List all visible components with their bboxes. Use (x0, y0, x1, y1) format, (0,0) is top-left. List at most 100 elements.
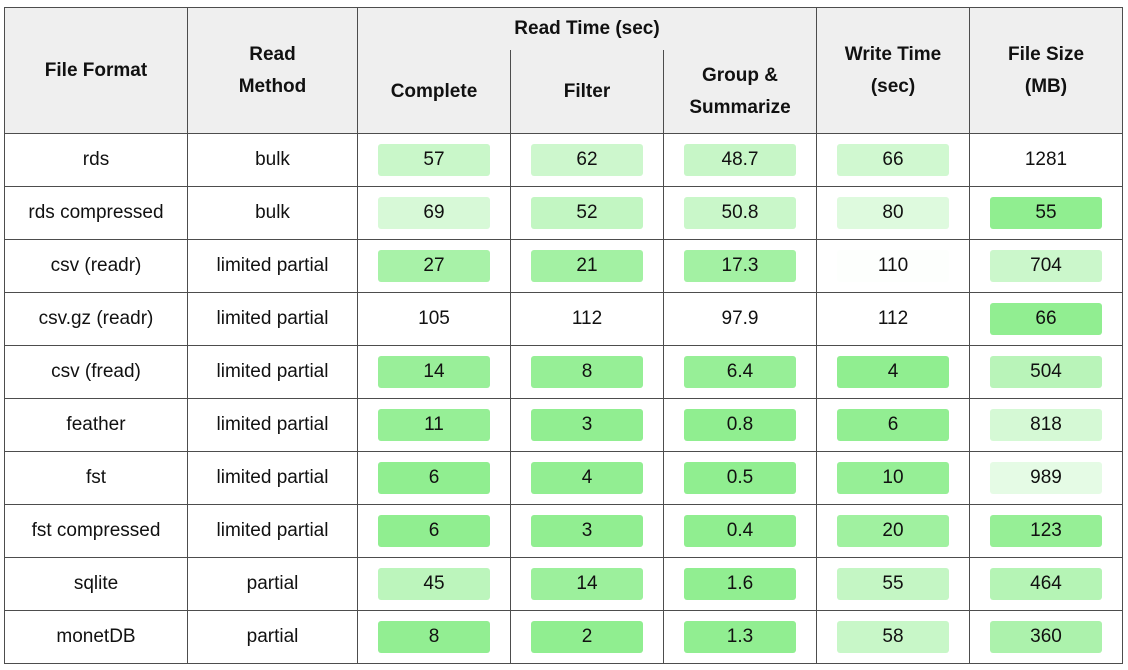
header-file-format: File Format (4, 7, 188, 134)
value-pill-write: 6 (837, 409, 949, 441)
value-pill-size: 818 (990, 409, 1102, 441)
header-filter-label: Filter (563, 80, 611, 102)
value-pill-write: 4 (837, 356, 949, 388)
table-row: rds compressed bulk 69 52 50.8 80 55 (4, 186, 1123, 240)
cell-group: 0.5 (663, 451, 817, 505)
cell-read-method: bulk (187, 186, 358, 240)
cell-group: 97.9 (663, 292, 817, 346)
value-pill-complete: 6 (378, 462, 490, 494)
cell-size: 818 (969, 398, 1123, 452)
value-pill-size: 123 (990, 515, 1102, 547)
header-file-format-label: File Format (44, 59, 148, 81)
header-write-time-line1: Write Time (844, 43, 942, 65)
cell-read-method: bulk (187, 133, 358, 187)
cell-read-method: limited partial (187, 345, 358, 399)
cell-file-format: rds (4, 133, 188, 187)
value-pill-filter: 14 (531, 568, 643, 600)
cell-filter: 8 (510, 345, 664, 399)
value-pill-group: 97.9 (684, 303, 796, 335)
cell-write: 80 (816, 186, 970, 240)
value-pill-complete: 11 (378, 409, 490, 441)
table-row: monetDB partial 8 2 1.3 58 360 (4, 610, 1123, 664)
header-read-method-line1: Read (249, 43, 296, 65)
cell-read-method: partial (187, 610, 358, 664)
cell-write: 66 (816, 133, 970, 187)
header-group-summarize-line2: Summarize (689, 96, 791, 118)
header-read-method: Read Method (187, 7, 358, 134)
value-pill-write: 112 (837, 303, 949, 335)
value-pill-complete: 8 (378, 621, 490, 653)
cell-read-method: limited partial (187, 398, 358, 452)
cell-group: 6.4 (663, 345, 817, 399)
value-pill-write: 80 (837, 197, 949, 229)
cell-size: 55 (969, 186, 1123, 240)
value-pill-size: 504 (990, 356, 1102, 388)
cell-size: 360 (969, 610, 1123, 664)
cell-group: 1.3 (663, 610, 817, 664)
table-body: rds bulk 57 62 48.7 66 1281 rds compressed bulk 6… (4, 133, 1123, 664)
value-pill-write: 110 (837, 250, 949, 282)
cell-filter: 112 (510, 292, 664, 346)
cell-group: 48.7 (663, 133, 817, 187)
cell-group: 0.4 (663, 504, 817, 558)
value-pill-write: 58 (837, 621, 949, 653)
cell-read-method: limited partial (187, 504, 358, 558)
cell-read-method: partial (187, 557, 358, 611)
cell-complete: 11 (357, 398, 511, 452)
value-pill-complete: 14 (378, 356, 490, 388)
table-row: rds bulk 57 62 48.7 66 1281 (4, 133, 1123, 187)
header-complete-label: Complete (390, 80, 478, 102)
value-pill-group: 17.3 (684, 250, 796, 282)
cell-size: 1281 (969, 133, 1123, 187)
header-read-time-label: Read Time (sec) (514, 18, 660, 39)
value-pill-complete: 57 (378, 144, 490, 176)
cell-complete: 6 (357, 504, 511, 558)
value-pill-size: 360 (990, 621, 1102, 653)
value-pill-complete: 45 (378, 568, 490, 600)
cell-file-format: csv.gz (readr) (4, 292, 188, 346)
cell-write: 58 (816, 610, 970, 664)
cell-complete: 6 (357, 451, 511, 505)
value-pill-write: 66 (837, 144, 949, 176)
header-file-size: File Size (MB) (969, 7, 1123, 134)
cell-write: 4 (816, 345, 970, 399)
cell-filter: 3 (510, 398, 664, 452)
header-complete: Complete (357, 50, 511, 134)
header-write-time-line2: (sec) (870, 75, 916, 97)
cell-file-format: fst (4, 451, 188, 505)
table-row: fst limited partial 6 4 0.5 10 989 (4, 451, 1123, 505)
header-read-method-line2: Method (238, 75, 307, 97)
cell-write: 6 (816, 398, 970, 452)
value-pill-group: 0.4 (684, 515, 796, 547)
cell-complete: 45 (357, 557, 511, 611)
value-pill-complete: 105 (378, 303, 490, 335)
value-pill-filter: 62 (531, 144, 643, 176)
cell-size: 504 (969, 345, 1123, 399)
value-pill-size: 55 (990, 197, 1102, 229)
header-read-time-group: Read Time (sec) (357, 7, 817, 50)
value-pill-group: 0.8 (684, 409, 796, 441)
cell-filter: 52 (510, 186, 664, 240)
value-pill-complete: 6 (378, 515, 490, 547)
cell-file-format: feather (4, 398, 188, 452)
value-pill-filter: 2 (531, 621, 643, 653)
cell-write: 110 (816, 239, 970, 293)
cell-complete: 27 (357, 239, 511, 293)
cell-complete: 57 (357, 133, 511, 187)
cell-filter: 14 (510, 557, 664, 611)
cell-complete: 69 (357, 186, 511, 240)
cell-write: 112 (816, 292, 970, 346)
cell-write: 20 (816, 504, 970, 558)
cell-filter: 2 (510, 610, 664, 664)
value-pill-group: 48.7 (684, 144, 796, 176)
table-row: feather limited partial 11 3 0.8 6 818 (4, 398, 1123, 452)
value-pill-filter: 52 (531, 197, 643, 229)
value-pill-filter: 3 (531, 515, 643, 547)
header-group-summarize: Group & Summarize (663, 50, 817, 134)
cell-file-format: sqlite (4, 557, 188, 611)
value-pill-size: 464 (990, 568, 1102, 600)
cell-file-format: rds compressed (4, 186, 188, 240)
value-pill-group: 50.8 (684, 197, 796, 229)
value-pill-size: 1281 (990, 144, 1102, 176)
table-row: csv (readr) limited partial 27 21 17.3 110 704 (4, 239, 1123, 293)
